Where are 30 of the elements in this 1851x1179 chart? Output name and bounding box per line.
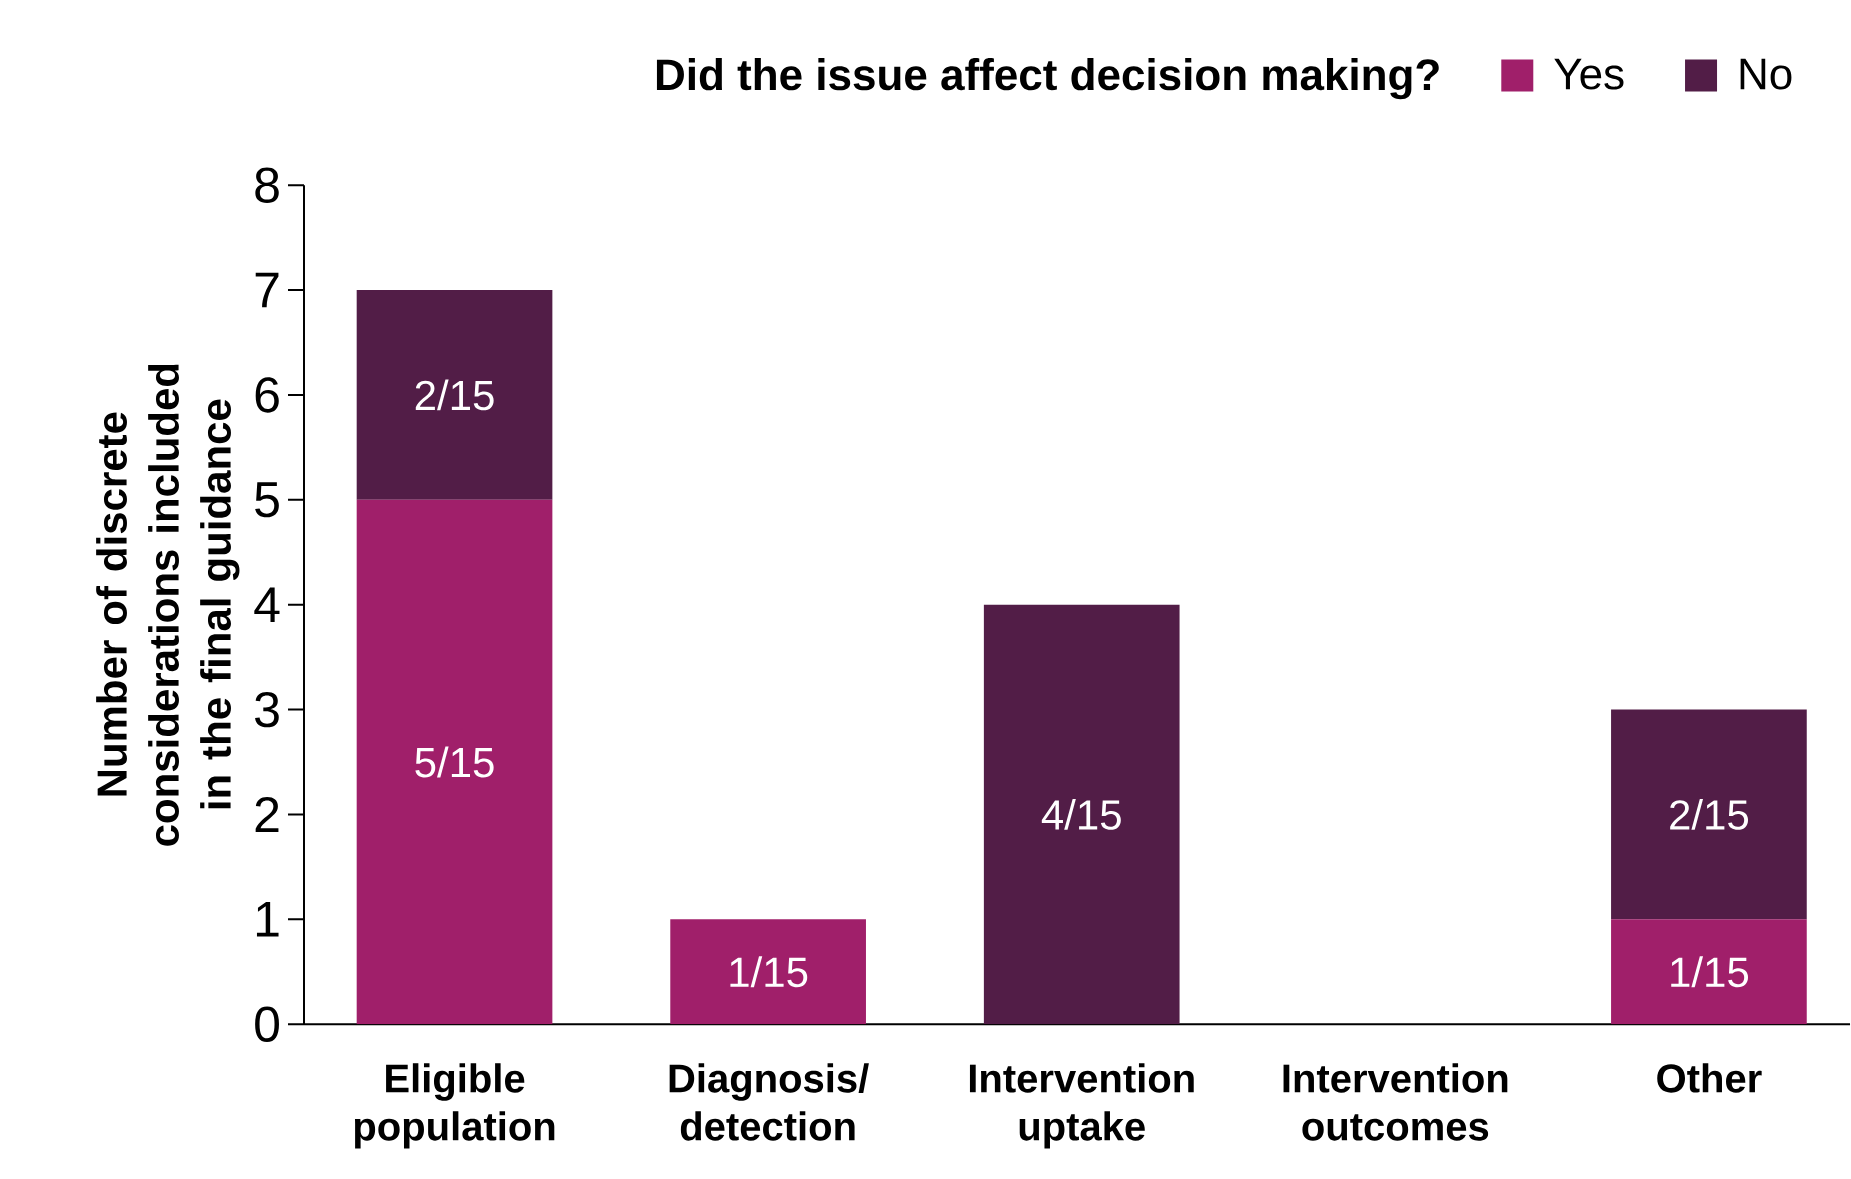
x-tick-label: Other <box>1657 1063 1762 1093</box>
y-tick-label: 2 <box>255 797 279 832</box>
data-label: 2/15 <box>1670 799 1749 830</box>
y-tick-label: 3 <box>255 691 279 728</box>
legend-label: No <box>1740 58 1792 90</box>
y-tick-label: 4 <box>254 587 280 622</box>
data-label: 2/15 <box>415 379 494 411</box>
legend-title: Did the issue affect decision making? <box>656 58 1439 100</box>
data-label: 1/15 <box>730 956 808 988</box>
bar <box>356 290 553 500</box>
y-tick-label: 7 <box>255 272 279 308</box>
bar <box>1611 709 1807 920</box>
x-tick-label: Intervention outcomes <box>1283 1063 1508 1141</box>
y-tick-label: 1 <box>256 902 279 937</box>
data-label: 1/15 <box>1671 956 1749 988</box>
y-axis-title: Number of discrete considerations included in the final guidance <box>96 364 240 846</box>
bar <box>1611 919 1807 1025</box>
data-label: 4/15 <box>1041 799 1121 830</box>
bar <box>983 604 1180 1025</box>
y-tick-label: 8 <box>255 167 279 203</box>
y-tick-label: 5 <box>255 482 279 518</box>
legend-label: Yes <box>1554 58 1624 90</box>
x-tick-label: Diagnosis/ detection <box>669 1063 869 1141</box>
x-tick-label: Eligible population <box>354 1063 555 1149</box>
y-tick-label: 6 <box>255 377 279 413</box>
data-label: 5/15 <box>415 746 494 778</box>
x-tick-label: Intervention uptake <box>969 1063 1194 1149</box>
y-tick-label: 0 <box>255 1006 279 1042</box>
bar <box>356 499 553 1025</box>
bar <box>670 919 866 1025</box>
